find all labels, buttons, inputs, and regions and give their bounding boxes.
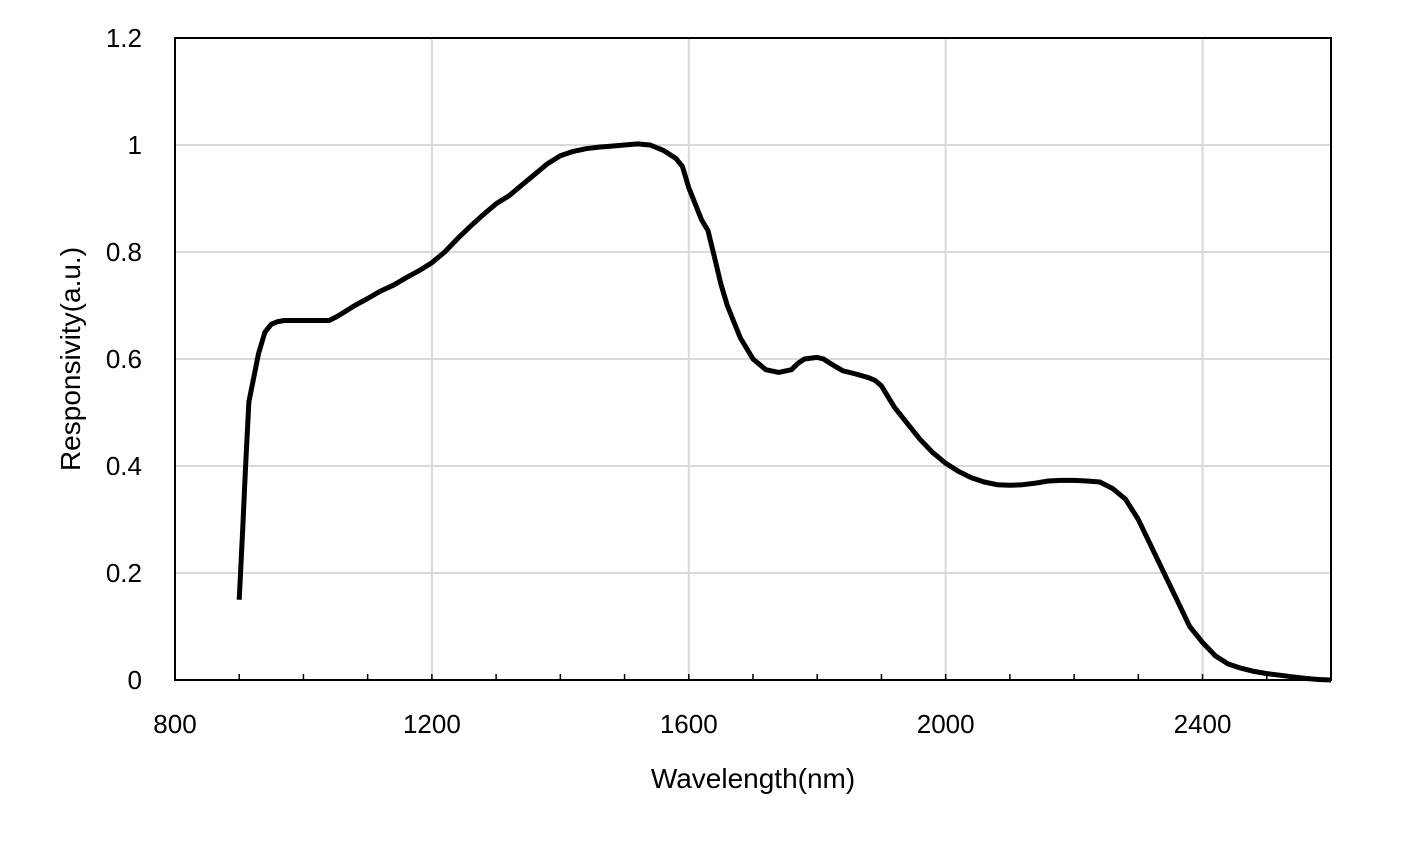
x-tick-label: 2000 (917, 709, 975, 739)
y-tick-label: 0.6 (106, 344, 142, 374)
y-axis-title: Responsivity(a.u.) (55, 247, 86, 471)
y-tick-label: 0.4 (106, 451, 142, 481)
tick-label-layer: 0 0.2 0.4 0.6 0.8 1 1.2 800 1200 1600 2000 2400 (106, 23, 1232, 739)
x-tick-label: 2400 (1174, 709, 1232, 739)
y-tick-label: 1.2 (106, 23, 142, 53)
y-tick-label: 0 (128, 665, 142, 695)
x-tick-label: 1600 (660, 709, 718, 739)
y-tick-label: 1 (128, 130, 142, 160)
x-tick-label: 1200 (403, 709, 461, 739)
series-line-responsivity (236, 141, 1332, 683)
x-axis-title: Wavelength(nm) (651, 763, 855, 794)
tick-layer (174, 674, 1332, 680)
x-tick-label: 800 (153, 709, 196, 739)
y-tick-label: 0.8 (106, 237, 142, 267)
series-layer (236, 141, 1332, 683)
y-tick-label: 0.2 (106, 558, 142, 588)
